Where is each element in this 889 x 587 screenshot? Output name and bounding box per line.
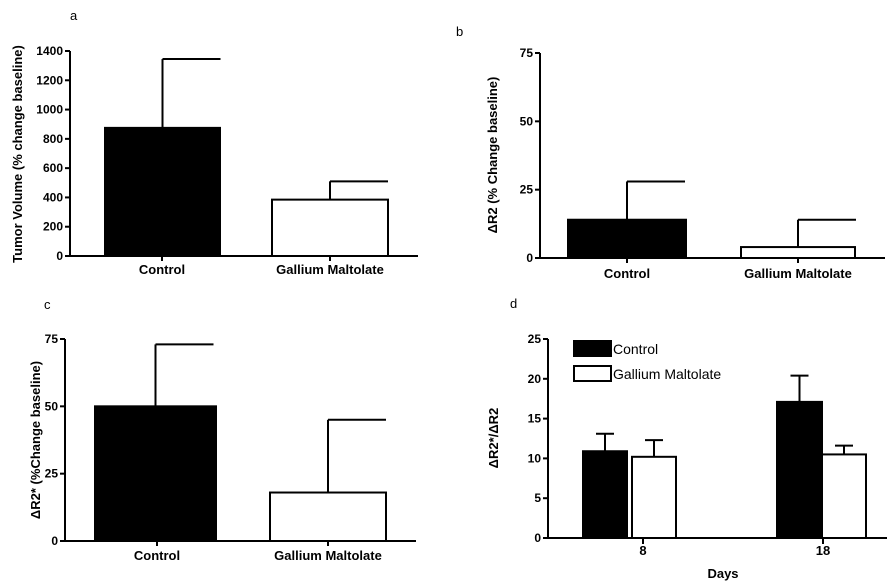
y-tick-label-a: 1200	[36, 73, 63, 87]
y-tick-label-c: 50	[45, 399, 59, 413]
bar-d-gallium-maltolate	[631, 455, 677, 540]
legend-swatch-gallium-maltolate	[573, 365, 612, 382]
y-tick-label-c: 75	[45, 332, 59, 346]
bar-d-control	[582, 450, 628, 539]
y-tick-label-a: 400	[43, 190, 63, 204]
y-tick-label-d: 15	[528, 412, 542, 426]
y-tick-label-a: 600	[43, 161, 63, 175]
x-tick-label-b: Control	[604, 266, 650, 281]
y-tick-label-d: 5	[534, 491, 541, 505]
x-tick-label-b: Gallium Maltolate	[744, 266, 852, 281]
y-axis-label-d: ΔR2*/ΔR2	[486, 408, 501, 469]
bar-d-control	[776, 400, 823, 539]
bar-b-gallium-maltolate	[740, 246, 856, 259]
bar-c-control	[94, 405, 217, 543]
y-axis-label-b: ΔR2 (% Change baseline)	[485, 77, 500, 234]
y-tick-label-d: 20	[528, 372, 542, 386]
y-tick-label-a: 1400	[36, 44, 63, 58]
y-axis-label-a: Tumor Volume (% change baseline)	[10, 45, 25, 263]
x-tick-label-c: Control	[134, 548, 180, 563]
x-tick-label-a: Gallium Maltolate	[276, 262, 384, 277]
y-tick-label-a: 200	[43, 220, 63, 234]
x-tick-label-d: 8	[639, 543, 646, 558]
bar-c-gallium-maltolate	[269, 491, 387, 542]
y-axis-label-c: ΔR2* (%Change baseline)	[28, 361, 43, 519]
y-tick-label-a: 0	[56, 249, 63, 263]
y-tick-label-c: 25	[45, 467, 59, 481]
y-tick-label-d: 0	[534, 531, 541, 545]
legend-label-gallium-maltolate: Gallium Maltolate	[613, 366, 721, 382]
y-tick-label-d: 10	[528, 451, 542, 465]
panel-label-b: b	[456, 24, 463, 39]
x-tick-label-c: Gallium Maltolate	[274, 548, 382, 563]
panel-label-d: d	[510, 296, 517, 311]
y-tick-label-b: 25	[520, 183, 534, 197]
x-axis-label-d: Days	[707, 566, 738, 581]
y-tick-label-c: 0	[51, 534, 58, 548]
bar-b-control	[567, 218, 687, 260]
legend-label-control: Control	[613, 341, 658, 357]
bar-d-gallium-maltolate	[821, 453, 867, 540]
y-tick-label-d: 25	[528, 332, 542, 346]
x-tick-label-d: 18	[816, 543, 830, 558]
panel-label-c: c	[44, 297, 51, 312]
y-tick-label-b: 0	[526, 251, 533, 265]
y-tick-label-b: 50	[520, 114, 534, 128]
y-tick-label-a: 800	[43, 132, 63, 146]
panel-label-a: a	[70, 8, 78, 23]
y-tick-label-a: 1000	[36, 103, 63, 117]
legend-swatch-control	[573, 340, 612, 357]
y-tick-label-b: 75	[520, 46, 534, 60]
bar-a-gallium-maltolate	[271, 198, 389, 257]
x-tick-label-a: Control	[139, 262, 185, 277]
bar-a-control	[104, 126, 221, 257]
